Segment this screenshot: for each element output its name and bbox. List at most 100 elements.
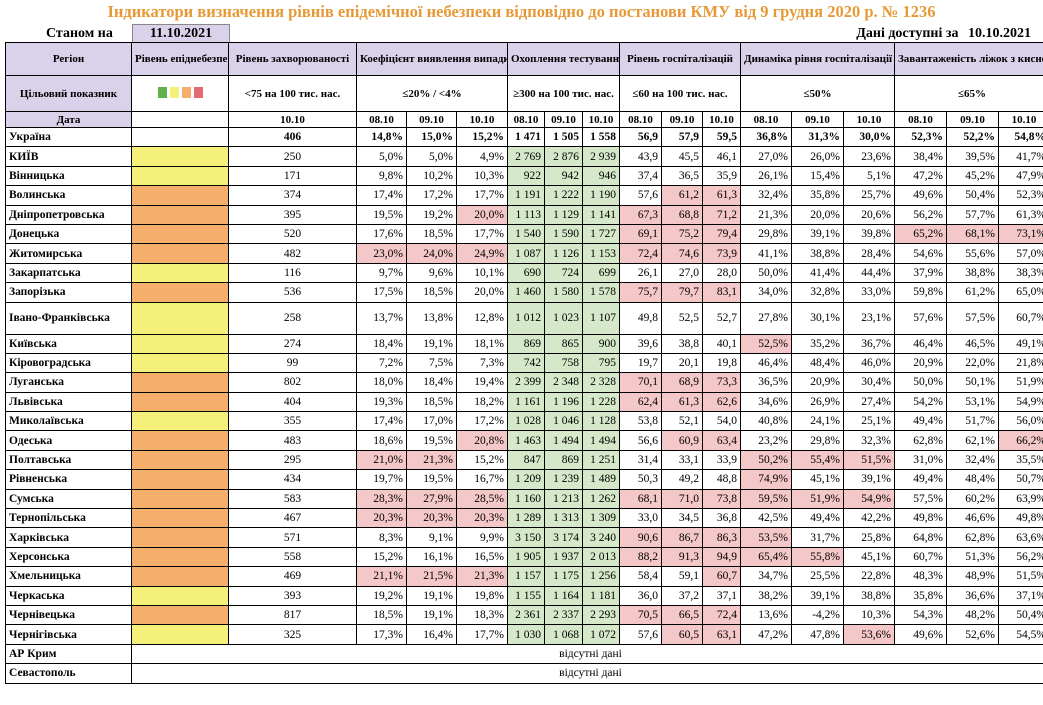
danger-level-cell (131, 585, 229, 606)
date-level-empty (131, 111, 229, 128)
testing-cell: 1 046 (544, 411, 583, 432)
testing-cell: 1 164 (544, 585, 583, 606)
hosp-cell: 79,4 (702, 223, 741, 245)
region-name: Харківська (5, 527, 132, 548)
testing-cell: 1 937 (544, 546, 583, 568)
hosp-dyn-cell: 27,4% (843, 391, 895, 413)
incidence-cell: 404 (228, 391, 357, 413)
testing-cell: 1 505 (544, 126, 583, 148)
oxygen-cell: 21,8% (997, 352, 1043, 374)
hosp-cell: 72,4 (702, 604, 741, 626)
testing-cell: 1 126 (544, 243, 583, 264)
hosp-cell: 37,4 (619, 165, 662, 187)
detection-cell: 17,2% (456, 411, 508, 432)
testing-cell: 1 155 (507, 585, 545, 606)
oxygen-cell: 47,2% (894, 165, 947, 187)
hosp-dyn-cell: 15,4% (791, 165, 844, 187)
detection-cell: 23,0% (356, 243, 407, 264)
testing-cell: 1 181 (582, 585, 620, 606)
oxygen-cell: 54,9% (997, 391, 1043, 413)
testing-cell: 1 012 (507, 301, 545, 335)
danger-level-cell (131, 204, 229, 225)
region-name: Севастополь (5, 663, 132, 684)
testing-cell: 724 (544, 262, 583, 284)
oxygen-cell: 51,5% (997, 566, 1043, 587)
hosp-dyn-cell: 23,6% (843, 146, 895, 167)
detection-cell: 19,7% (356, 469, 407, 490)
hosp-cell: 62,6 (702, 391, 741, 413)
hosp-dyn-cell: 22,8% (843, 566, 895, 587)
hosp-cell: 73,9 (702, 243, 741, 264)
testing-cell: 869 (544, 449, 583, 471)
detection-cell: 16,1% (406, 546, 457, 568)
date-incidence: 10.10 (228, 111, 357, 128)
hosp-dyn-cell: 27,0% (740, 146, 792, 167)
detection-cell: 15,0% (406, 126, 457, 148)
oxygen-cell: 50,7% (997, 469, 1043, 490)
detection-cell: 27,9% (406, 488, 457, 510)
region-name: Київська (5, 333, 132, 354)
detection-cell: 17,4% (356, 411, 407, 432)
danger-level-cell (131, 624, 229, 645)
testing-cell: 1 540 (507, 223, 545, 245)
detection-cell: 19,8% (456, 585, 508, 606)
hosp-dyn-cell: 25,1% (843, 411, 895, 432)
hosp-dyn-cell: 25,7% (843, 185, 895, 206)
testing-cell: 946 (582, 165, 620, 187)
hosp-cell: 45,5 (661, 146, 703, 167)
hosp-cell: 86,7 (661, 527, 703, 548)
region-name: Україна (5, 126, 132, 148)
hosp-dyn-cell: 39,1% (791, 585, 844, 606)
header-oxygen: Завантаженість ліжок з киснем (893, 42, 1043, 76)
testing-cell: 1 905 (507, 546, 545, 568)
testing-cell: 2 876 (544, 146, 583, 167)
table-row: Херсонська 558 15,2% 16,1% 16,5% 1 905 1 937 2 … (5, 546, 1043, 568)
oxygen-cell: 65,2% (894, 223, 947, 245)
hosp-dyn-cell: 39,8% (843, 223, 895, 245)
hosp-dyn-cell: 32,8% (791, 282, 844, 303)
hosp-dyn-cell: 10,3% (843, 604, 895, 626)
region-name: Дніпропетровська (5, 204, 132, 225)
region-name: Черкаська (5, 585, 132, 606)
testing-cell: 1 309 (582, 508, 620, 529)
detection-cell: 9,6% (406, 262, 457, 284)
hosp-cell: 63,4 (702, 430, 741, 451)
hosp-dyn-cell: 34,7% (740, 566, 792, 587)
incidence-cell: 99 (228, 352, 357, 374)
testing-cell: 942 (544, 165, 583, 187)
oxygen-cell: 73,1% (997, 223, 1043, 245)
hosp-cell: 48,8 (702, 469, 741, 490)
oxygen-cell: 48,3% (894, 566, 947, 587)
oxygen-cell: 57,5% (894, 488, 947, 510)
detection-cell: 17,0% (406, 411, 457, 432)
detection-cell: 18,4% (356, 333, 407, 354)
hosp-dyn-cell: 39,1% (791, 223, 844, 245)
detection-cell: 18,2% (456, 391, 508, 413)
table-row: АР Крим відсутні дані (5, 643, 1043, 665)
oxygen-cell: 48,2% (946, 604, 999, 626)
hosp-cell: 46,1 (702, 146, 741, 167)
table-row: Полтавська 295 21,0% 21,3% 15,2% 847 869 1 251 3… (5, 449, 1043, 471)
hosp-dyn-cell: 38,2% (740, 585, 792, 606)
hosp-cell: 69,1 (619, 223, 662, 245)
danger-level-cell (131, 430, 229, 451)
danger-level-cell (131, 301, 229, 335)
danger-level-cell (131, 469, 229, 490)
testing-cell: 1 196 (544, 391, 583, 413)
detection-cell: 8,3% (356, 527, 407, 548)
hosp-dyn-cell: 47,8% (791, 624, 844, 645)
detection-cell: 5,0% (356, 146, 407, 167)
testing-cell: 742 (507, 352, 545, 374)
danger-level-cell (131, 352, 229, 374)
oxygen-cell: 46,4% (894, 333, 947, 354)
table-row: Житомирська 482 23,0% 24,0% 24,9% 1 087 1 126 1… (5, 243, 1043, 264)
region-name: Закарпатська (5, 262, 132, 284)
date-header-cell: 09.10 (791, 111, 844, 128)
hosp-cell: 36,5 (661, 165, 703, 187)
hosp-cell: 54,0 (702, 411, 741, 432)
hosp-cell: 26,1 (619, 262, 662, 284)
oxygen-cell: 54,2% (894, 391, 947, 413)
target-hosp-dyn: ≤50% (740, 75, 895, 112)
table-row: Львівська 404 19,3% 18,5% 18,2% 1 161 1 196 1 2… (5, 391, 1043, 413)
hosp-dyn-cell: 50,2% (740, 449, 792, 471)
